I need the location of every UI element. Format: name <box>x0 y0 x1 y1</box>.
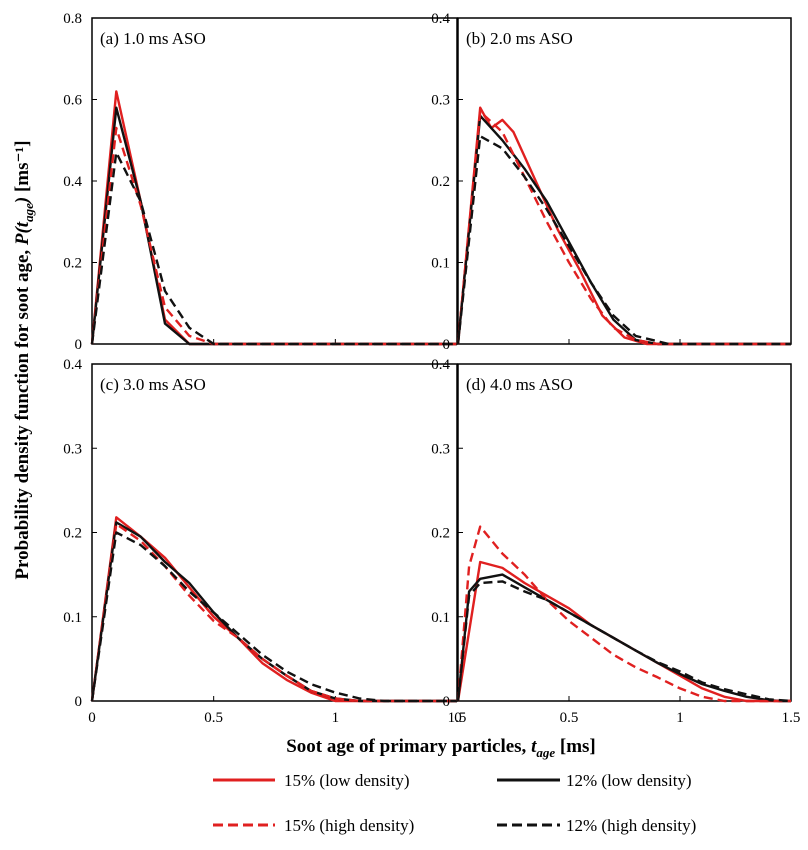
panel-b: 0 0.1 0.2 0.3 0.4 (b) 2.0 ms ASO <box>431 11 792 353</box>
y-axis-title-p: P( <box>12 226 33 247</box>
y-tick-label: 0.3 <box>431 441 450 457</box>
y-tick-label: 0 <box>443 337 451 353</box>
y-axis-title-sub: age <box>21 203 36 222</box>
panel-d: 0 0.1 0.2 0.3 0.4 0 0.5 1 1.5 (d) 4.0 ms ASO <box>431 357 800 726</box>
series-line-4 <box>456 580 792 703</box>
x-tick-label: 0 <box>88 710 96 726</box>
y-tick-label: 0.8 <box>63 11 82 27</box>
y-axis-title-t: t <box>12 221 33 227</box>
x-tick-label: 1 <box>332 710 340 726</box>
y-tick-label: 0.1 <box>431 256 450 272</box>
series-line-3 <box>90 126 457 346</box>
legend-item: 15% (high density) <box>213 816 414 835</box>
x-tick-label: 1.5 <box>448 710 467 726</box>
y-axis-title-main: Probability density function for soot ag… <box>12 245 33 579</box>
y-tick-label: 0 <box>75 694 83 710</box>
series-line-4 <box>456 135 791 346</box>
series-line-4 <box>90 531 457 703</box>
series-line-1 <box>90 516 457 703</box>
panel-c: 0 0.1 0.2 0.3 0.4 0 0.5 1 1.5 (c) 3.0 ms ASO <box>63 357 466 726</box>
x-axis-title-unit: [ms] <box>555 736 596 757</box>
legend-item: 12% (high density) <box>497 816 696 835</box>
series-line-1 <box>90 90 457 346</box>
y-tick-label: 0.2 <box>63 256 82 272</box>
legend-item: 12% (low density) <box>497 771 692 790</box>
y-tick-label: 0.3 <box>63 441 82 457</box>
x-axis-title-main: Soot age of primary particles, <box>286 736 531 757</box>
series-line-3 <box>456 525 791 703</box>
x-tick-label: 0.5 <box>560 710 579 726</box>
legend-item: 15% (low density) <box>213 771 410 790</box>
x-tick-label: 0 <box>454 710 462 726</box>
x-tick-label: 1 <box>676 710 684 726</box>
x-tick-label: 0.5 <box>204 710 223 726</box>
plot-frame <box>91 17 458 345</box>
y-tick-label: 0 <box>443 694 451 710</box>
panel-title: (d) 4.0 ms ASO <box>466 375 573 394</box>
chart-panels: 0 0.2 0.4 0.6 0.8 (a) 1.0 ms ASO 0 0.1 0.2 0.3 0.4… <box>63 11 800 726</box>
y-tick-label: 0.2 <box>63 526 82 542</box>
y-axis-title: Probability density function for soot ag… <box>12 140 36 579</box>
y-tick-label: 0.2 <box>431 526 450 542</box>
x-tick-label: 1.5 <box>782 710 801 726</box>
y-axis-title-close: ) <box>12 197 33 205</box>
x-axis-title: Soot age of primary particles, tage [ms] <box>286 736 596 760</box>
panel-title: (a) 1.0 ms ASO <box>100 29 206 48</box>
x-axis-title-t: t <box>531 736 537 757</box>
y-tick-label: 0.1 <box>431 610 450 626</box>
legend-label: 15% (low density) <box>284 771 410 790</box>
panel-title: (c) 3.0 ms ASO <box>100 375 206 394</box>
chart-legend: 15% (low density) 12% (low density) 15% (h… <box>213 771 696 835</box>
series-line-3 <box>90 522 457 703</box>
series-line-3 <box>456 110 791 346</box>
y-tick-label: 0.2 <box>431 174 450 190</box>
y-tick-label: 0.1 <box>63 610 82 626</box>
legend-label: 12% (low density) <box>566 771 692 790</box>
y-tick-label: 0.4 <box>63 357 82 373</box>
y-tick-label: 0.6 <box>63 93 82 109</box>
plot-frame <box>457 17 792 345</box>
y-axis-title-unit: [ms⁻¹] <box>12 140 33 196</box>
panel-a: 0 0.2 0.4 0.6 0.8 (a) 1.0 ms ASO <box>63 11 458 353</box>
series-line-1 <box>456 106 791 346</box>
plot-frame <box>457 363 792 702</box>
legend-label: 12% (high density) <box>566 816 696 835</box>
legend-label: 15% (high density) <box>284 816 414 835</box>
y-tick-label: 0.3 <box>431 93 450 109</box>
plot-frame <box>91 363 458 702</box>
y-tick-label: 0.4 <box>431 11 450 27</box>
y-tick-label: 0.4 <box>431 357 450 373</box>
y-tick-label: 0.4 <box>63 174 82 190</box>
x-axis-title-sub: age <box>536 745 555 760</box>
series-line-1 <box>456 560 791 703</box>
series-line-4 <box>90 151 457 346</box>
y-tick-label: 0 <box>75 337 83 353</box>
series-line-2 <box>456 573 791 703</box>
panel-title: (b) 2.0 ms ASO <box>466 29 573 48</box>
series-line-2 <box>456 114 791 346</box>
